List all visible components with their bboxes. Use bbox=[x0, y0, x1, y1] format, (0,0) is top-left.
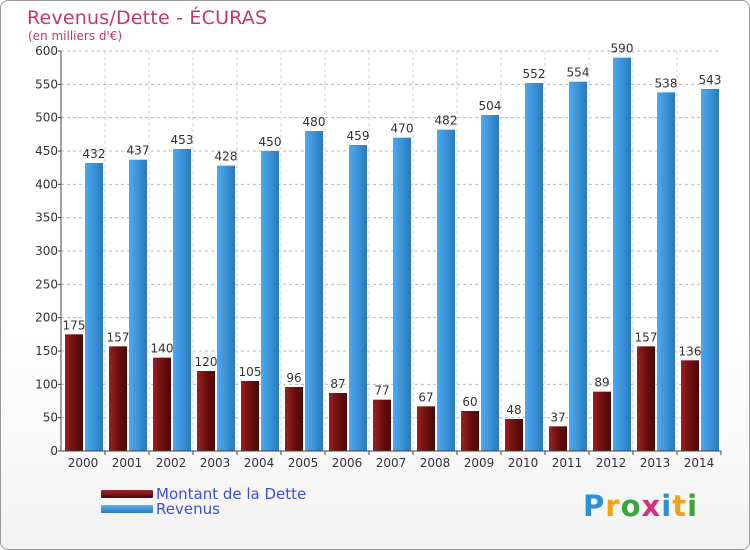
bar-dette bbox=[329, 393, 347, 451]
x-tick-label: 2000 bbox=[68, 456, 99, 470]
x-tick-label: 2012 bbox=[596, 456, 627, 470]
x-tick-label: 2007 bbox=[376, 456, 407, 470]
y-tick-label: 550 bbox=[35, 77, 58, 91]
data-label-dette: 136 bbox=[679, 344, 702, 358]
y-tick-label: 400 bbox=[35, 177, 58, 191]
data-label-revenus: 538 bbox=[655, 76, 678, 90]
data-label-revenus: 504 bbox=[479, 99, 502, 113]
y-tick-label: 300 bbox=[35, 244, 58, 258]
y-tick-label: 150 bbox=[35, 344, 58, 358]
data-label-dette: 140 bbox=[151, 342, 174, 356]
bar-dette bbox=[153, 357, 171, 451]
data-label-revenus: 482 bbox=[435, 114, 458, 128]
y-tick-label: 250 bbox=[35, 277, 58, 291]
data-label-dette: 157 bbox=[635, 330, 658, 344]
bar-dette bbox=[285, 387, 303, 451]
y-tick-label: 50 bbox=[43, 411, 58, 425]
x-tick-label: 2014 bbox=[684, 456, 715, 470]
bar-dette bbox=[549, 426, 567, 451]
bar-dette bbox=[241, 381, 259, 451]
y-tick-label: 200 bbox=[35, 311, 58, 325]
bar-dette bbox=[505, 419, 523, 451]
data-label-revenus: 470 bbox=[391, 122, 414, 136]
data-label-revenus: 552 bbox=[523, 67, 546, 81]
x-tick-label: 2011 bbox=[552, 456, 583, 470]
x-tick-label: 2005 bbox=[288, 456, 319, 470]
bar-dette bbox=[461, 411, 479, 451]
data-label-revenus: 432 bbox=[83, 147, 106, 161]
data-label-dette: 105 bbox=[239, 365, 262, 379]
proxiti-logo: Proxiti bbox=[583, 489, 699, 523]
bar-revenus bbox=[701, 89, 719, 451]
bar-dette bbox=[593, 391, 611, 451]
x-tick-label: 2004 bbox=[244, 456, 275, 470]
y-tick-label: 500 bbox=[35, 111, 58, 125]
legend-swatch-revenus bbox=[101, 505, 153, 513]
data-label-dette: 67 bbox=[418, 390, 433, 404]
x-tick-label: 2002 bbox=[156, 456, 187, 470]
bar-revenus bbox=[217, 165, 235, 451]
x-tick-label: 2003 bbox=[200, 456, 231, 470]
bar-dette bbox=[637, 346, 655, 451]
bar-dette bbox=[681, 360, 699, 451]
y-tick-label: 100 bbox=[35, 377, 58, 391]
bar-revenus bbox=[393, 137, 411, 451]
data-label-dette: 96 bbox=[286, 371, 301, 385]
data-label-dette: 89 bbox=[594, 376, 609, 390]
data-label-revenus: 543 bbox=[699, 73, 722, 87]
x-tick-label: 2009 bbox=[464, 456, 495, 470]
bar-revenus bbox=[261, 151, 279, 451]
data-label-dette: 48 bbox=[506, 403, 521, 417]
data-label-dette: 87 bbox=[330, 377, 345, 391]
bar-dette bbox=[417, 406, 435, 451]
bar-revenus bbox=[129, 159, 147, 451]
x-tick-label: 2013 bbox=[640, 456, 671, 470]
bar-revenus bbox=[613, 57, 631, 452]
data-label-revenus: 459 bbox=[347, 129, 370, 143]
x-tick-label: 2001 bbox=[112, 456, 143, 470]
bar-dette bbox=[109, 346, 127, 451]
data-label-dette: 77 bbox=[374, 384, 389, 398]
bar-revenus bbox=[657, 92, 675, 451]
bar-revenus bbox=[569, 81, 587, 452]
y-tick-label: 350 bbox=[35, 211, 58, 225]
data-label-revenus: 480 bbox=[303, 115, 326, 129]
bar-dette bbox=[65, 334, 83, 451]
data-label-revenus: 428 bbox=[215, 150, 238, 164]
data-label-dette: 120 bbox=[195, 355, 218, 369]
x-tick-label: 2006 bbox=[332, 456, 363, 470]
y-tick-label: 0 bbox=[50, 444, 58, 458]
bar-revenus bbox=[85, 163, 103, 451]
data-label-dette: 60 bbox=[462, 395, 477, 409]
data-label-dette: 37 bbox=[550, 410, 565, 424]
bar-revenus bbox=[173, 149, 191, 451]
data-label-dette: 175 bbox=[63, 318, 86, 332]
data-label-dette: 157 bbox=[107, 330, 130, 344]
bar-revenus bbox=[525, 83, 543, 451]
bar-revenus bbox=[481, 115, 499, 451]
data-label-revenus: 554 bbox=[567, 66, 590, 80]
bar-revenus bbox=[305, 131, 323, 451]
bar-dette bbox=[197, 371, 215, 451]
x-tick-label: 2008 bbox=[420, 456, 451, 470]
bar-dette bbox=[373, 399, 391, 451]
x-tick-label: 2010 bbox=[508, 456, 539, 470]
bar-revenus bbox=[349, 145, 367, 451]
legend-label-revenus: Revenus bbox=[156, 500, 220, 518]
bar-revenus bbox=[437, 129, 455, 451]
y-tick-label: 450 bbox=[35, 144, 58, 158]
data-label-revenus: 453 bbox=[171, 133, 194, 147]
legend-swatch-dette bbox=[101, 490, 153, 498]
y-tick-label: 600 bbox=[35, 44, 58, 58]
legend-label-dette: Montant de la Dette bbox=[156, 485, 307, 503]
data-label-revenus: 450 bbox=[259, 135, 282, 149]
chart-subtitle: (en milliers d'€) bbox=[28, 29, 123, 43]
data-label-revenus: 437 bbox=[127, 144, 150, 158]
data-label-revenus: 590 bbox=[611, 42, 634, 56]
chart-title: Revenus/Dette - ÉCURAS bbox=[27, 7, 268, 29]
